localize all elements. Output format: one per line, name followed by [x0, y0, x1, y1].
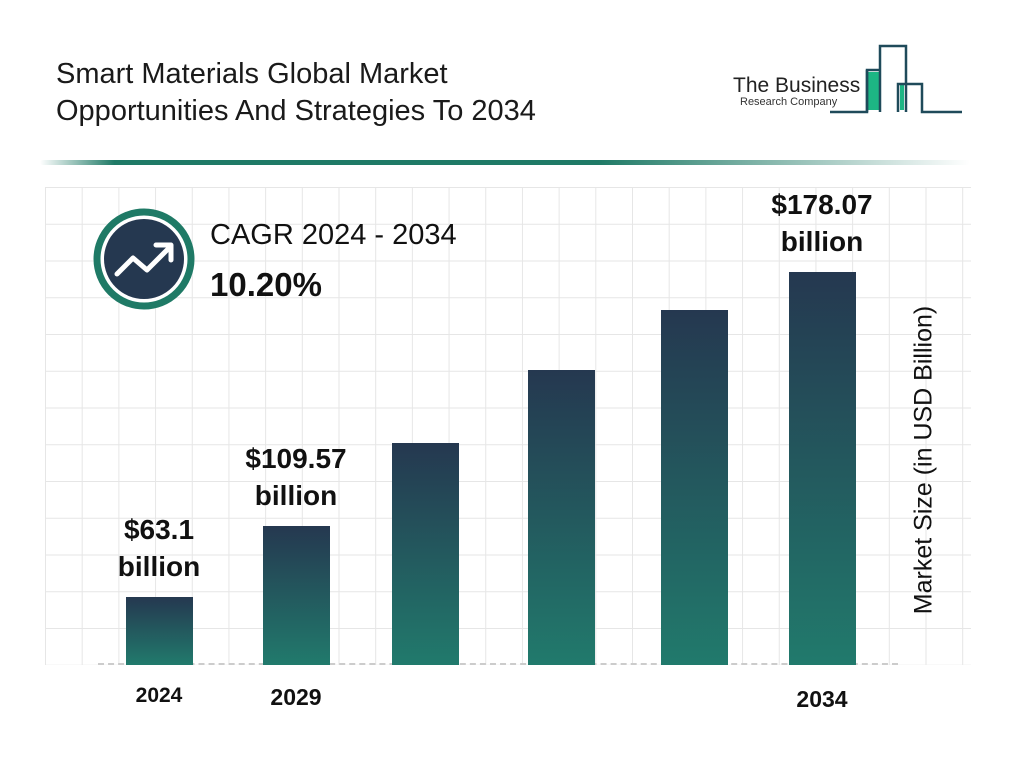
chart-baseline [98, 663, 898, 665]
y-axis-label: Market Size (in USD Billion) [909, 305, 938, 615]
x-tick-label: 2034 [796, 686, 848, 712]
x-tick-label: 2029 [270, 684, 322, 710]
data-label-line: billion [780, 226, 864, 257]
logo-text-line-2: Research Company [740, 96, 838, 108]
bar-2029 [263, 526, 330, 665]
bar-item-3 [528, 370, 595, 665]
logo-text-line-1: The Business [733, 74, 861, 97]
bar-2024 [126, 597, 193, 665]
cagr-label: CAGR 2024 - 2034 [210, 219, 457, 251]
x-tick-label: 2024 [135, 684, 183, 707]
data-label-line: billion [254, 480, 338, 511]
bar-item-2 [392, 443, 459, 665]
data-label-line: billion [117, 551, 201, 582]
company-logo: The Business Research Company [730, 44, 965, 114]
data-label: $63.1 billion [79, 511, 239, 585]
header-divider [40, 160, 970, 165]
data-label: $109.57 billion [216, 440, 376, 514]
bar-item-4 [661, 310, 728, 665]
trending-up-icon [93, 208, 195, 310]
title-line-1: Smart Materials Global Market [56, 58, 448, 90]
bar-2034 [789, 272, 856, 665]
data-label-line: $63.1 [123, 514, 195, 545]
data-label-line: $178.07 [771, 189, 873, 220]
data-label: $178.07 billion [742, 186, 902, 260]
cagr-value: 10.20% [210, 266, 322, 303]
title-line-2: Opportunities And Strategies To 2034 [56, 95, 536, 127]
chart-title: Smart Materials Global Market Opportunit… [56, 56, 536, 130]
data-label-line: $109.57 [245, 443, 347, 474]
